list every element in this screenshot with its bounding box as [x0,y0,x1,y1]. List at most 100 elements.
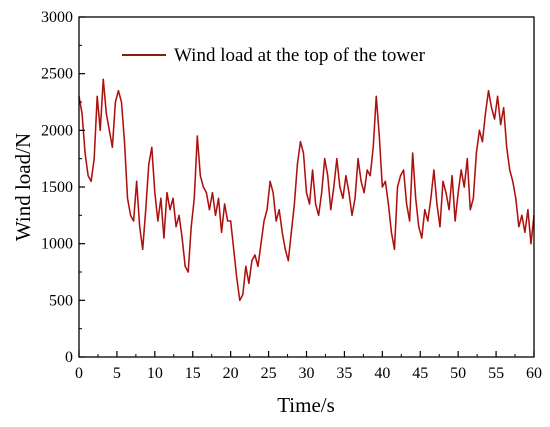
data-point [351,214,353,216]
data-point [196,135,198,137]
x-tick-label: 5 [113,365,121,382]
data-point [427,220,429,222]
data-point [524,231,526,233]
data-point [472,197,474,199]
data-point [217,197,220,199]
data-point [339,186,341,188]
data-point [272,192,274,194]
data-point [151,146,153,148]
data-point [139,226,141,228]
data-point [424,209,426,211]
data-point [333,186,335,188]
data-point [366,169,368,171]
data-point [497,95,499,97]
data-point [412,152,414,154]
data-point [454,220,456,222]
data-point [284,248,286,250]
y-tick-label: 500 [49,292,73,309]
data-point [227,220,229,222]
data-point [402,169,405,171]
data-point [445,192,447,194]
y-tick-label: 2500 [41,66,73,83]
data-point [172,197,174,199]
data-point [263,220,265,222]
data-point [193,197,195,199]
data-point [96,95,98,97]
data-point [518,226,520,228]
data-point [260,243,262,245]
data-point [111,146,113,148]
x-tick-label: 35 [336,365,352,382]
data-point [211,192,214,194]
data-point [236,277,238,279]
data-point [296,163,298,165]
data-point [81,112,83,114]
data-point [205,192,207,194]
x-tick-label: 10 [147,365,163,382]
data-point [117,90,120,92]
data-point [308,203,311,205]
x-tick-label: 40 [374,365,390,382]
data-point [324,158,326,160]
data-point [120,101,123,103]
data-point [254,254,256,256]
x-tick-label: 0 [75,365,83,382]
data-point [503,107,505,109]
data-point [363,192,365,194]
y-axis-title: Wind load/N [11,133,35,241]
data-point [199,175,201,177]
data-point [406,203,408,205]
data-point [105,112,107,114]
data-point [451,175,453,177]
data-point [436,203,438,205]
data-point [133,220,135,222]
data-point [396,186,399,188]
data-point [327,175,329,177]
data-point [181,237,183,239]
data-point [433,169,435,171]
data-point [145,209,147,211]
data-point [169,209,171,211]
data-point [187,271,189,273]
data-point [299,141,302,143]
data-point [90,180,92,182]
data-point [184,265,186,267]
y-tick-label: 1000 [41,236,73,253]
data-point [387,203,389,205]
data-point [393,248,396,250]
data-point [381,186,383,188]
y-tick-label: 1500 [41,179,73,196]
data-point [208,209,211,211]
data-point [493,118,496,120]
data-point [281,231,283,233]
data-point [469,209,471,211]
data-point [126,197,129,199]
data-point [136,180,138,182]
data-point [275,220,277,222]
data-point [357,158,359,160]
data-point [230,220,232,222]
data-point [521,214,523,216]
data-point [509,169,511,171]
data-point [154,192,156,194]
data-point [290,231,292,233]
data-point [178,214,180,216]
series-line [78,78,535,301]
data-point [214,214,217,216]
data-point [378,135,380,137]
data-point [242,294,244,296]
data-point [418,226,420,228]
data-point [190,226,192,228]
data-point [157,220,159,222]
data-point [233,248,235,250]
legend: Wind load at the top of the tower [122,45,426,66]
data-point [305,192,308,194]
data-point [490,107,493,109]
series-layer [78,78,535,302]
data-point [330,209,332,211]
data-point [224,203,226,205]
data-point [500,124,502,126]
data-point [463,186,465,188]
data-point [409,220,411,222]
